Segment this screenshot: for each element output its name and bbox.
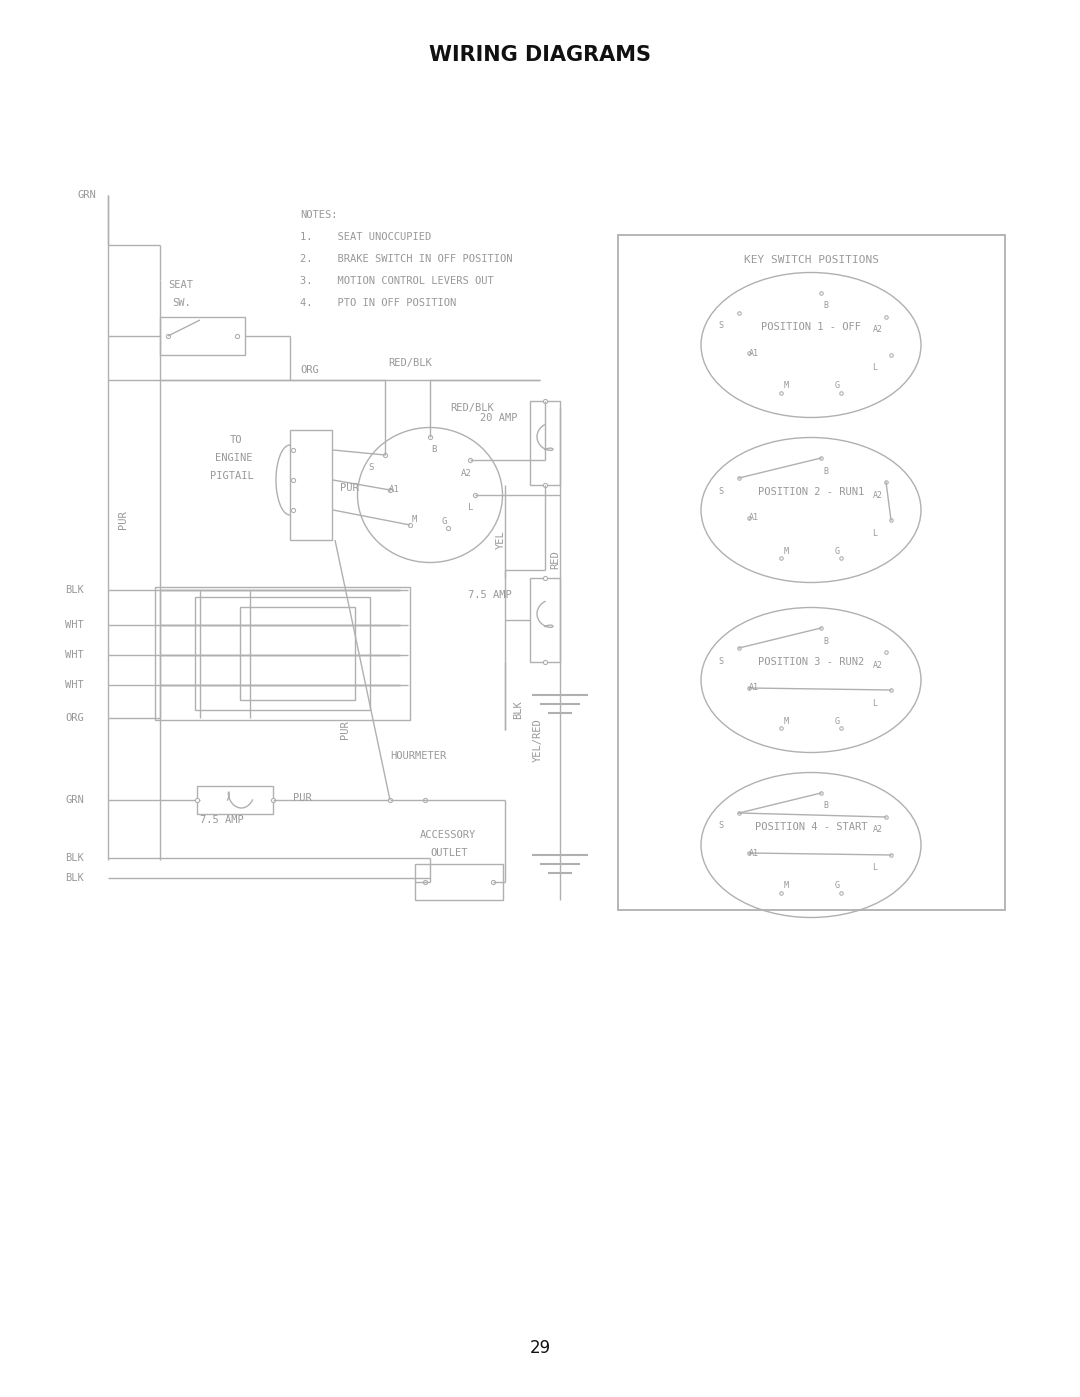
Text: PUR: PUR <box>340 721 350 739</box>
Text: M: M <box>783 717 788 725</box>
Bar <box>160 317 245 355</box>
Text: L: L <box>873 528 877 538</box>
Text: A1: A1 <box>750 848 759 858</box>
Text: RED: RED <box>550 550 561 570</box>
Text: B: B <box>824 802 828 810</box>
Text: S: S <box>718 321 724 331</box>
Text: G: G <box>835 717 839 725</box>
Bar <box>415 863 503 900</box>
Text: 29: 29 <box>529 1338 551 1356</box>
Text: NOTES:: NOTES: <box>300 210 337 219</box>
Bar <box>530 401 561 485</box>
Text: POSITION 1 - OFF: POSITION 1 - OFF <box>761 321 861 332</box>
Text: ORG: ORG <box>65 712 84 724</box>
Text: WHT: WHT <box>65 620 84 630</box>
Text: GRN: GRN <box>65 795 84 805</box>
Text: 7.5 AMP: 7.5 AMP <box>468 590 512 599</box>
Text: S: S <box>718 486 724 496</box>
Text: KEY SWITCH POSITIONS: KEY SWITCH POSITIONS <box>743 256 878 265</box>
Text: A1: A1 <box>750 514 759 522</box>
Text: HOURMETER: HOURMETER <box>390 752 446 761</box>
Text: A2: A2 <box>873 326 883 334</box>
Text: 1.    SEAT UNOCCUPIED: 1. SEAT UNOCCUPIED <box>300 232 431 242</box>
Text: A1: A1 <box>750 683 759 693</box>
Text: A2: A2 <box>873 490 883 500</box>
Text: B: B <box>431 446 436 454</box>
Text: BLK: BLK <box>65 854 84 863</box>
Bar <box>530 578 561 662</box>
Text: POSITION 2 - RUN1: POSITION 2 - RUN1 <box>758 488 864 497</box>
Text: SW.: SW. <box>172 298 191 307</box>
Text: A1: A1 <box>750 348 759 358</box>
Text: M: M <box>783 546 788 556</box>
Text: G: G <box>835 546 839 556</box>
Text: POSITION 4 - START: POSITION 4 - START <box>755 821 867 833</box>
Bar <box>291 430 332 541</box>
Text: G: G <box>442 517 447 527</box>
Text: A2: A2 <box>461 468 471 478</box>
Text: PIGTAIL: PIGTAIL <box>210 471 254 481</box>
Text: A2: A2 <box>873 661 883 669</box>
Text: SEAT: SEAT <box>168 279 193 291</box>
Text: BLK: BLK <box>513 701 523 719</box>
Text: PUR: PUR <box>340 483 359 493</box>
Text: A1: A1 <box>389 486 400 495</box>
Text: PUR: PUR <box>118 511 129 529</box>
Text: 3.    MOTION CONTROL LEVERS OUT: 3. MOTION CONTROL LEVERS OUT <box>300 277 494 286</box>
Bar <box>197 787 273 814</box>
Bar <box>240 608 355 700</box>
Text: A2: A2 <box>873 826 883 834</box>
Text: ENGINE: ENGINE <box>215 453 253 462</box>
Text: WIRING DIAGRAMS: WIRING DIAGRAMS <box>429 45 651 66</box>
Text: B: B <box>824 302 828 310</box>
Text: BLK: BLK <box>65 873 84 883</box>
Text: L: L <box>873 863 877 873</box>
Text: POSITION 3 - RUN2: POSITION 3 - RUN2 <box>758 657 864 666</box>
Text: B: B <box>824 467 828 475</box>
Text: L: L <box>469 503 474 513</box>
Text: G: G <box>835 381 839 391</box>
Text: 20 AMP: 20 AMP <box>480 414 517 423</box>
Text: OUTLET: OUTLET <box>430 848 468 858</box>
Text: ACCESSORY: ACCESSORY <box>420 830 476 840</box>
Bar <box>195 597 370 710</box>
Text: WHT: WHT <box>65 680 84 690</box>
Text: L: L <box>873 363 877 373</box>
Text: 7.5 AMP: 7.5 AMP <box>200 814 244 826</box>
Text: BLK: BLK <box>65 585 84 595</box>
Text: G: G <box>835 882 839 890</box>
Text: WHT: WHT <box>65 650 84 659</box>
Text: S: S <box>368 464 374 472</box>
Text: TO: TO <box>230 434 243 446</box>
Text: S: S <box>718 657 724 665</box>
Text: PUR: PUR <box>293 793 312 803</box>
Text: RED/BLK: RED/BLK <box>450 402 494 414</box>
Text: RED/BLK: RED/BLK <box>388 358 432 367</box>
Text: 2.    BRAKE SWITCH IN OFF POSITION: 2. BRAKE SWITCH IN OFF POSITION <box>300 254 513 264</box>
Text: L: L <box>873 698 877 707</box>
Text: 4.    PTO IN OFF POSITION: 4. PTO IN OFF POSITION <box>300 298 456 307</box>
Text: S: S <box>718 821 724 830</box>
Text: M: M <box>411 514 417 524</box>
Text: GRN: GRN <box>78 190 97 200</box>
Text: M: M <box>783 882 788 890</box>
Text: YEL/RED: YEL/RED <box>534 718 543 761</box>
Text: ORG: ORG <box>300 365 319 374</box>
Text: YEL: YEL <box>496 531 507 549</box>
Text: B: B <box>824 637 828 645</box>
Text: M: M <box>783 381 788 391</box>
Bar <box>156 587 410 719</box>
Bar <box>618 235 1005 909</box>
